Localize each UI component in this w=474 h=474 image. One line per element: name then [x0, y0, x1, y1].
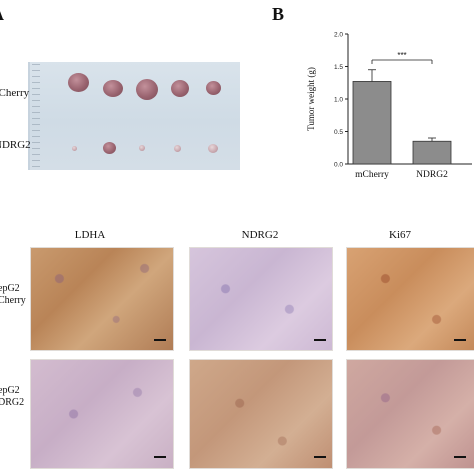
- scale-bar: [314, 456, 326, 458]
- ihc-row-label-mcherry: epG2 Cherry: [0, 283, 26, 307]
- scale-bar: [314, 339, 326, 341]
- ihc-tile-ki67-mcherry: [346, 247, 474, 351]
- y-tick-label: 0.5: [334, 129, 343, 136]
- ruler-scale: [32, 64, 40, 168]
- tumor-mcherry-4: [171, 80, 189, 97]
- scale-bar: [154, 456, 166, 458]
- tumor-ndrg2-2: [103, 142, 116, 154]
- y-tick-label: 2.0: [334, 32, 343, 39]
- scale-bar: [454, 339, 466, 341]
- column-title-ki67: Ki67: [389, 229, 411, 241]
- ihc-tile-ki67-ndrg2: [346, 359, 474, 469]
- tumor-mcherry-3: [136, 79, 158, 100]
- tumor-weight-chart: 0.0 0.5 1.0 1.5 2.0 Tumor weight (g) mCherry ND…: [306, 32, 472, 180]
- y-tick-label: 1.0: [334, 97, 343, 104]
- y-tick-label: 1.5: [334, 64, 343, 71]
- column-title-ndrg2: NDRG2: [241, 229, 279, 241]
- ihc-tile-ldha-ndrg2: [30, 359, 174, 469]
- tumor-mcherry-1: [68, 73, 89, 92]
- x-category-label: NDRG2: [416, 170, 448, 180]
- ihc-row-label-mcherry-line1: epG2: [0, 283, 20, 294]
- ihc-tile-ndrg2-ndrg2: [189, 359, 333, 469]
- panel-a-label: A: [0, 4, 4, 25]
- ihc-row-label-ndrg2: epG2 DRG2: [0, 385, 24, 409]
- tumor-ndrg2-4: [174, 145, 181, 152]
- photo-row-label-mcherry: mCherry: [0, 87, 30, 99]
- photo-row-label-ndrg2: NDRG2: [0, 139, 31, 151]
- tumor-ndrg2-5: [208, 144, 218, 153]
- tumor-mcherry-2: [103, 80, 123, 97]
- scale-bar: [154, 339, 166, 341]
- tumor-photograph: [28, 62, 240, 170]
- scale-bar: [454, 456, 466, 458]
- column-title-ldha: LDHA: [74, 229, 106, 241]
- ihc-row-label-ndrg2-line2: DRG2: [0, 397, 25, 408]
- ihc-row-label-mcherry-line2: Cherry: [0, 295, 26, 306]
- x-category-label: mCherry: [355, 170, 389, 180]
- ihc-row-label-ndrg2-line1: epG2: [0, 385, 20, 396]
- ihc-tile-ldha-mcherry: [30, 247, 174, 351]
- panel-b-label: B: [272, 4, 285, 24]
- y-axis-label: Tumor weight (g): [306, 67, 316, 131]
- significance-stars: ***: [397, 51, 406, 60]
- tumor-ndrg2-1: [72, 146, 77, 151]
- bar-ndrg2: [412, 140, 452, 165]
- tumor-ndrg2-3: [139, 145, 145, 151]
- bar-mcherry: [352, 81, 392, 165]
- ihc-tile-ndrg2-mcherry: [189, 247, 333, 351]
- tumor-mcherry-5: [206, 81, 221, 95]
- y-tick-label: 0.0: [334, 162, 343, 169]
